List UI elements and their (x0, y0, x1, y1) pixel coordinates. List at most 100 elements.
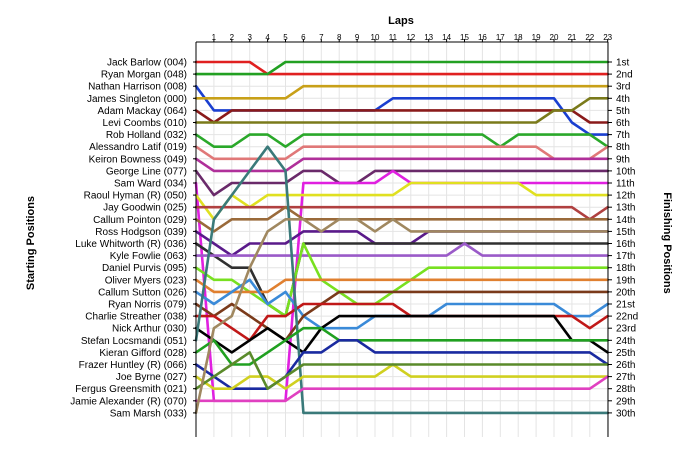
starting-position-label: Charlie Streather (038) (85, 312, 187, 323)
starting-position-label: Keiron Bowness (049) (89, 154, 187, 165)
starting-position-label: Nick Arthur (030) (112, 324, 187, 335)
starting-position-label: Ross Hodgson (039) (95, 227, 187, 238)
finishing-position-label: 17th (616, 251, 635, 262)
lap-tick-label: 22 (585, 33, 594, 42)
starting-position-label: Kieran Gifford (028) (99, 348, 187, 359)
lap-tick-label: 11 (389, 33, 398, 42)
starting-position-label: George Line (077) (106, 166, 187, 177)
lap-tick-label: 18 (514, 33, 523, 42)
left-axis-title: Starting Positions (25, 196, 37, 290)
series-line (194, 363, 610, 391)
lap-tick-label: 13 (424, 33, 433, 42)
starting-position-label: Oliver Myers (023) (105, 275, 187, 286)
series-line (194, 84, 610, 100)
lap-tick-label: 1 (212, 33, 217, 42)
lap-tick-label: 16 (478, 33, 487, 42)
series-line (194, 205, 610, 221)
series-line (194, 169, 610, 197)
series-line (194, 60, 610, 76)
starting-position-label: Nathan Harrison (008) (88, 82, 187, 93)
starting-position-label: Luke Whitworth (R) (036) (75, 239, 187, 250)
finishing-position-label: 4th (616, 94, 630, 105)
finishing-position-label: 24th (616, 336, 635, 347)
starting-position-label: Stefan Locsmandi (051) (81, 336, 187, 347)
starting-position-label: Daniel Purvis (095) (102, 263, 187, 274)
starting-position-label: Jamie Alexander (R) (070) (70, 396, 187, 407)
lap-tick-label: 14 (442, 33, 451, 42)
series-line (194, 133, 610, 148)
starting-position-label: Levi Coombs (010) (103, 118, 187, 129)
finishing-position-label: 27th (616, 372, 635, 383)
lap-axis: 1 2 3 4 5 6 7 8 9 10 11 12 13 14 15 16 17 18 19 20 21 22 23 (212, 33, 613, 42)
finishing-position-label: 7th (616, 130, 630, 141)
finishing-position-label: 3rd (616, 82, 630, 93)
finishing-position-label: 2nd (616, 70, 633, 81)
starting-position-label: Rob Holland (032) (106, 130, 187, 141)
starting-position-label: Frazer Huntley (R) (066) (79, 360, 187, 371)
finishing-position-label: 29th (616, 396, 635, 407)
finishing-position-label: 11th (616, 179, 635, 190)
finishing-position-label: 13th (616, 203, 635, 214)
starting-position-label: Callum Pointon (029) (93, 215, 187, 226)
lap-tick-label: 9 (355, 33, 360, 42)
series-line (194, 338, 610, 391)
finishing-position-label: 22nd (616, 312, 638, 323)
starting-position-label: Joe Byrne (027) (116, 372, 187, 383)
lap-tick-label: 17 (496, 33, 505, 42)
starting-position-label: Jack Barlow (004) (107, 58, 187, 69)
finishing-position-label: 12th (616, 191, 635, 202)
right-axis-title: Finishing Positions (661, 192, 673, 293)
series-line (194, 326, 610, 366)
lap-tick-label: 8 (337, 33, 342, 42)
plot-frame (193, 41, 612, 437)
finishing-position-label: 1st (616, 58, 630, 69)
starting-position-label: Alessandro Latif (019) (89, 142, 187, 153)
lap-tick-label: 12 (406, 33, 415, 42)
series-line (194, 351, 610, 391)
lap-tick-label: 2 (230, 33, 235, 42)
lap-tick-label: 7 (319, 33, 324, 42)
starting-position-label: Raoul Hyman (R) (050) (84, 191, 187, 202)
series-line (194, 145, 610, 161)
series-line (194, 205, 610, 233)
series-line (194, 60, 610, 76)
lap-tick-label: 15 (460, 33, 469, 42)
lap-tick-label: 6 (301, 33, 306, 42)
chart-title: Laps (388, 15, 414, 27)
lap-tick-label: 23 (603, 33, 612, 42)
starting-positions-axis: Jack Barlow (004)Ryan Morgan (048)Nathan… (70, 58, 187, 420)
lap-tick-label: 20 (550, 33, 559, 42)
series-line (194, 157, 610, 173)
lap-tick-label: 3 (247, 33, 252, 42)
finishing-position-label: 28th (616, 384, 635, 395)
lap-tick-label: 10 (371, 33, 380, 42)
starting-position-label: Ryan Morgan (048) (101, 70, 187, 81)
finishing-positions-axis: 1st2nd3rd4th5th6th7th8th9th10th11th12th1… (616, 58, 638, 420)
finishing-position-label: 25th (616, 348, 635, 359)
lap-tick-label: 4 (265, 33, 270, 42)
finishing-position-label: 30th (616, 408, 635, 419)
starting-position-label: Adam Mackay (064) (98, 106, 187, 117)
series-line (194, 375, 610, 403)
starting-position-label: Ryan Norris (079) (108, 300, 187, 311)
finishing-position-label: 18th (616, 263, 635, 274)
finishing-position-label: 10th (616, 166, 635, 177)
series-line (194, 218, 610, 415)
finishing-position-label: 23rd (616, 324, 636, 335)
lap-tick-label: 19 (532, 33, 541, 42)
series-line (194, 145, 610, 415)
finishing-position-label: 6th (616, 118, 630, 129)
series-line (194, 242, 610, 257)
starting-position-label: James Singleton (000) (87, 94, 187, 105)
finishing-position-label: 14th (616, 215, 635, 226)
starting-position-label: Sam Marsh (033) (110, 408, 187, 419)
finishing-position-label: 20th (616, 287, 635, 298)
series-lines (194, 60, 610, 415)
finishing-position-label: 21st (616, 300, 635, 311)
finishing-position-label: 15th (616, 227, 635, 238)
lap-tick-label: 5 (283, 33, 288, 42)
finishing-position-label: 26th (616, 360, 635, 371)
starting-position-label: Fergus Greensmith (021) (75, 384, 187, 395)
starting-position-label: Kyle Fowlie (063) (110, 251, 187, 262)
